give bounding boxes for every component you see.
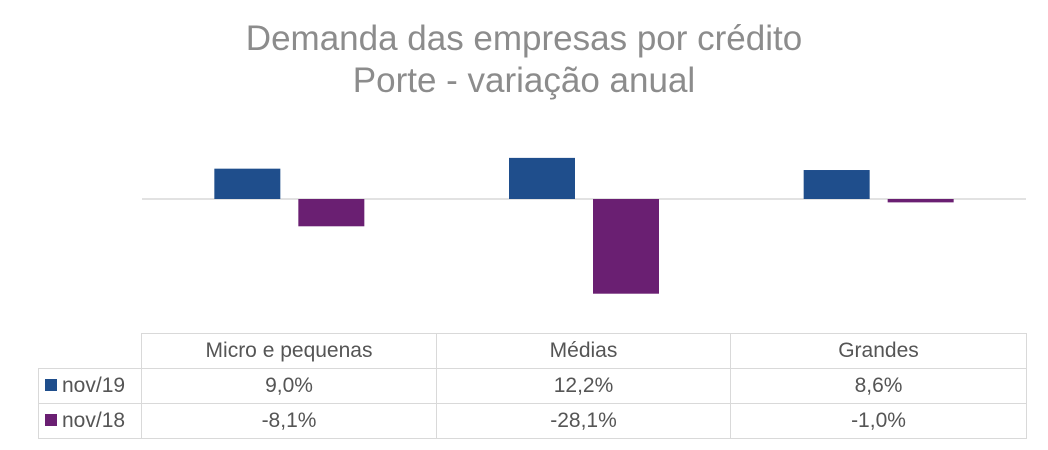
data-table: Micro e pequenas Médias Grandes nov/19 9… [38, 333, 1027, 439]
chart-title: Demanda das empresas por crédito Porte -… [0, 18, 1048, 102]
bar-nov18-2 [887, 199, 954, 203]
value-cell: 8,6% [730, 368, 1027, 404]
legend-swatch-nov18 [45, 414, 57, 426]
chart-title-line1: Demanda das empresas por crédito [245, 19, 803, 58]
bar-nov19-0 [214, 168, 281, 199]
category-micro-e-pequenas: Micro e pequenas [141, 333, 437, 369]
table-row-nov19: nov/19 9,0% 12,2% 8,6% [38, 368, 1027, 404]
bar-nov18-1 [593, 199, 659, 294]
value-cell: 12,2% [436, 368, 731, 404]
table-corner [38, 333, 142, 369]
value-cell: -28,1% [436, 403, 731, 439]
category-grandes: Grandes [730, 333, 1027, 369]
legend-swatch-nov19 [45, 379, 57, 391]
table-header-row: Micro e pequenas Médias Grandes [38, 333, 1027, 369]
bar-nov19-1 [509, 157, 575, 199]
value-cell: -1,0% [730, 403, 1027, 439]
chart-title-line2: Porte - variação anual [352, 61, 696, 100]
series-name-nov18: nov/18 [62, 409, 126, 432]
value-cell: 9,0% [141, 368, 437, 404]
bar-nov19-2 [803, 170, 870, 199]
value-cell: -8,1% [141, 403, 437, 439]
legend-entry-nov18: nov/18 [38, 403, 142, 439]
category-medias: Médias [436, 333, 731, 369]
legend-entry-nov19: nov/19 [38, 368, 142, 404]
series-name-nov19: nov/19 [62, 374, 126, 397]
table-row-nov18: nov/18 -8,1% -28,1% -1,0% [38, 403, 1027, 439]
bar-nov18-0 [298, 199, 365, 227]
bar-chart [142, 157, 1026, 294]
